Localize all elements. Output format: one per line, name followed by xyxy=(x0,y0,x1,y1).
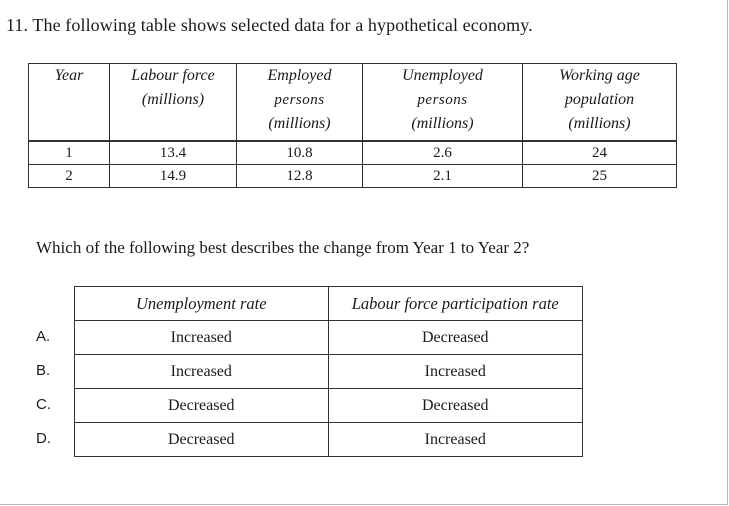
header-unemployed-line2: persons xyxy=(417,92,468,108)
option-labels: A. B. C. D. xyxy=(36,320,51,456)
cell-year: 1 xyxy=(28,140,110,165)
header-labour-force-line: Labour force xyxy=(131,67,215,84)
header-employed-unit: (millions) xyxy=(268,115,331,132)
header-labour-force: Labour force (millions) xyxy=(109,63,237,142)
header-working-age-line2: population xyxy=(564,91,635,108)
option-d-unemployment: Decreased xyxy=(74,422,329,457)
cell-year: 2 xyxy=(28,164,110,188)
cell-labour-force: 13.4 xyxy=(109,140,237,165)
header-labour-force-unit: (millions) xyxy=(141,91,205,108)
header-year: Year xyxy=(28,63,110,142)
header-employed: Employed persons (millions) xyxy=(236,63,363,142)
cell-unemployed: 2.6 xyxy=(362,140,523,165)
header-unemployed-unit: (millions) xyxy=(411,115,474,132)
option-d-participation: Increased xyxy=(327,422,584,457)
option-label-b[interactable]: B. xyxy=(36,362,51,379)
option-row-c[interactable]: Decreased Decreased xyxy=(74,388,584,423)
table-row: 1 13.4 10.8 2.6 24 xyxy=(28,140,677,165)
cell-employed: 12.8 xyxy=(236,164,363,188)
header-working-age-unit: (millions) xyxy=(568,115,631,132)
header-employed-line2: persons xyxy=(274,92,325,108)
data-table-header-row: Year Labour force (millions) Employed pe… xyxy=(28,63,677,142)
header-unemployed: Unemployed persons (millions) xyxy=(362,63,523,142)
data-table: Year Labour force (millions) Employed pe… xyxy=(28,63,677,188)
options-header-row: Unemployment rate Labour force participa… xyxy=(74,286,584,321)
option-label-a[interactable]: A. xyxy=(36,328,51,345)
option-row-a[interactable]: Increased Decreased xyxy=(74,320,584,355)
table-row: 2 14.9 12.8 2.1 25 xyxy=(28,164,677,188)
header-working-age: Working age population (millions) xyxy=(522,63,677,142)
header-unemployment-rate: Unemployment rate xyxy=(74,286,329,321)
cell-labour-force: 14.9 xyxy=(109,164,237,188)
option-c-participation: Decreased xyxy=(327,388,584,423)
question-text: 11. The following table shows selected d… xyxy=(6,15,533,35)
cell-employed: 10.8 xyxy=(236,140,363,165)
option-a-unemployment: Increased xyxy=(74,320,329,355)
prompt-text: Which of the following best describes th… xyxy=(36,238,530,257)
header-working-age-line: Working age xyxy=(559,67,640,84)
header-unemployed-line: Unemployed xyxy=(402,67,483,84)
option-a-participation: Decreased xyxy=(327,320,584,355)
cell-unemployed: 2.1 xyxy=(362,164,523,188)
option-label-d[interactable]: D. xyxy=(36,430,51,447)
header-year-line: Year xyxy=(54,67,84,84)
header-participation-rate: Labour force participation rate xyxy=(327,286,584,321)
option-label-c[interactable]: C. xyxy=(36,396,51,413)
header-employed-line: Employed xyxy=(267,67,332,84)
option-row-d[interactable]: Decreased Increased xyxy=(74,422,584,457)
option-row-b[interactable]: Increased Increased xyxy=(74,354,584,389)
option-b-unemployment: Increased xyxy=(74,354,329,389)
option-b-participation: Increased xyxy=(327,354,584,389)
cell-working-age: 24 xyxy=(522,140,677,165)
cell-working-age: 25 xyxy=(522,164,677,188)
option-c-unemployment: Decreased xyxy=(74,388,329,423)
options-table: Unemployment rate Labour force participa… xyxy=(74,286,584,457)
